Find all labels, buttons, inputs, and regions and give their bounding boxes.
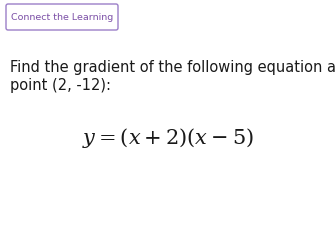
Text: $\mathit{y} = (\mathit{x} + 2)(\mathit{x} - 5)$: $\mathit{y} = (\mathit{x} + 2)(\mathit{x… bbox=[82, 126, 254, 150]
Text: Connect the Learning: Connect the Learning bbox=[11, 13, 113, 21]
Text: point (2, -12):: point (2, -12): bbox=[10, 78, 111, 93]
FancyBboxPatch shape bbox=[6, 4, 118, 30]
Text: Find the gradient of the following equation at the: Find the gradient of the following equat… bbox=[10, 60, 336, 75]
